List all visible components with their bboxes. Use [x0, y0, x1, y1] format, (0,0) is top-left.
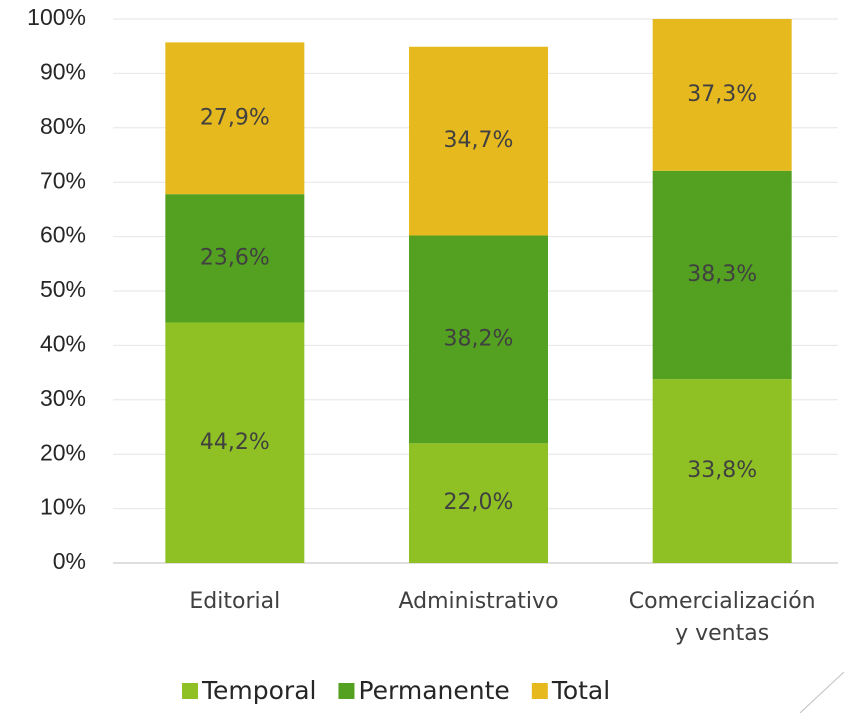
legend-swatch [182, 683, 198, 699]
y-tick-label: 20% [40, 439, 86, 465]
y-tick-label: 60% [40, 222, 86, 248]
x-tick-label: Editorial [189, 589, 280, 614]
legend-label: Temporal [201, 676, 316, 705]
legend-label: Total [551, 676, 610, 705]
x-tick-label: Comercialización y ventas [629, 589, 816, 646]
y-tick-label: 40% [40, 330, 86, 356]
bar-segment [165, 42, 305, 195]
bar-segment [409, 235, 548, 444]
y-tick-label: 100% [27, 4, 86, 30]
y-tick-label: 80% [40, 113, 86, 139]
x-tick-label: Administrativo [398, 589, 558, 614]
bar-segment [652, 379, 792, 563]
bar-segment [165, 194, 305, 323]
value-label: 33,8% [687, 458, 757, 483]
value-label: 34,7% [444, 128, 514, 153]
y-tick-label: 90% [40, 58, 86, 84]
value-label: 38,3% [687, 262, 757, 287]
value-label: 37,3% [687, 82, 757, 107]
value-label: 23,6% [200, 245, 270, 270]
bar-segment [165, 322, 305, 563]
bar-segment [409, 443, 548, 563]
bar-segment [652, 170, 792, 380]
bar-segment [652, 19, 792, 171]
value-label: 38,2% [444, 326, 514, 351]
legend-swatch [531, 683, 548, 699]
value-label: 44,2% [200, 430, 270, 455]
decoration [799, 671, 844, 713]
y-tick-label: 30% [40, 385, 86, 411]
bars [165, 19, 792, 563]
value-label: 22,0% [444, 490, 514, 515]
value-label: 27,9% [200, 105, 270, 130]
bar-segment [409, 46, 548, 236]
y-tick-label: 0% [53, 548, 86, 574]
y-tick-label: 10% [40, 494, 86, 520]
y-tick-label: 70% [40, 167, 86, 193]
legend-label: Permanente [358, 676, 509, 705]
y-tick-label: 50% [40, 276, 86, 302]
legend-swatch [338, 683, 355, 699]
